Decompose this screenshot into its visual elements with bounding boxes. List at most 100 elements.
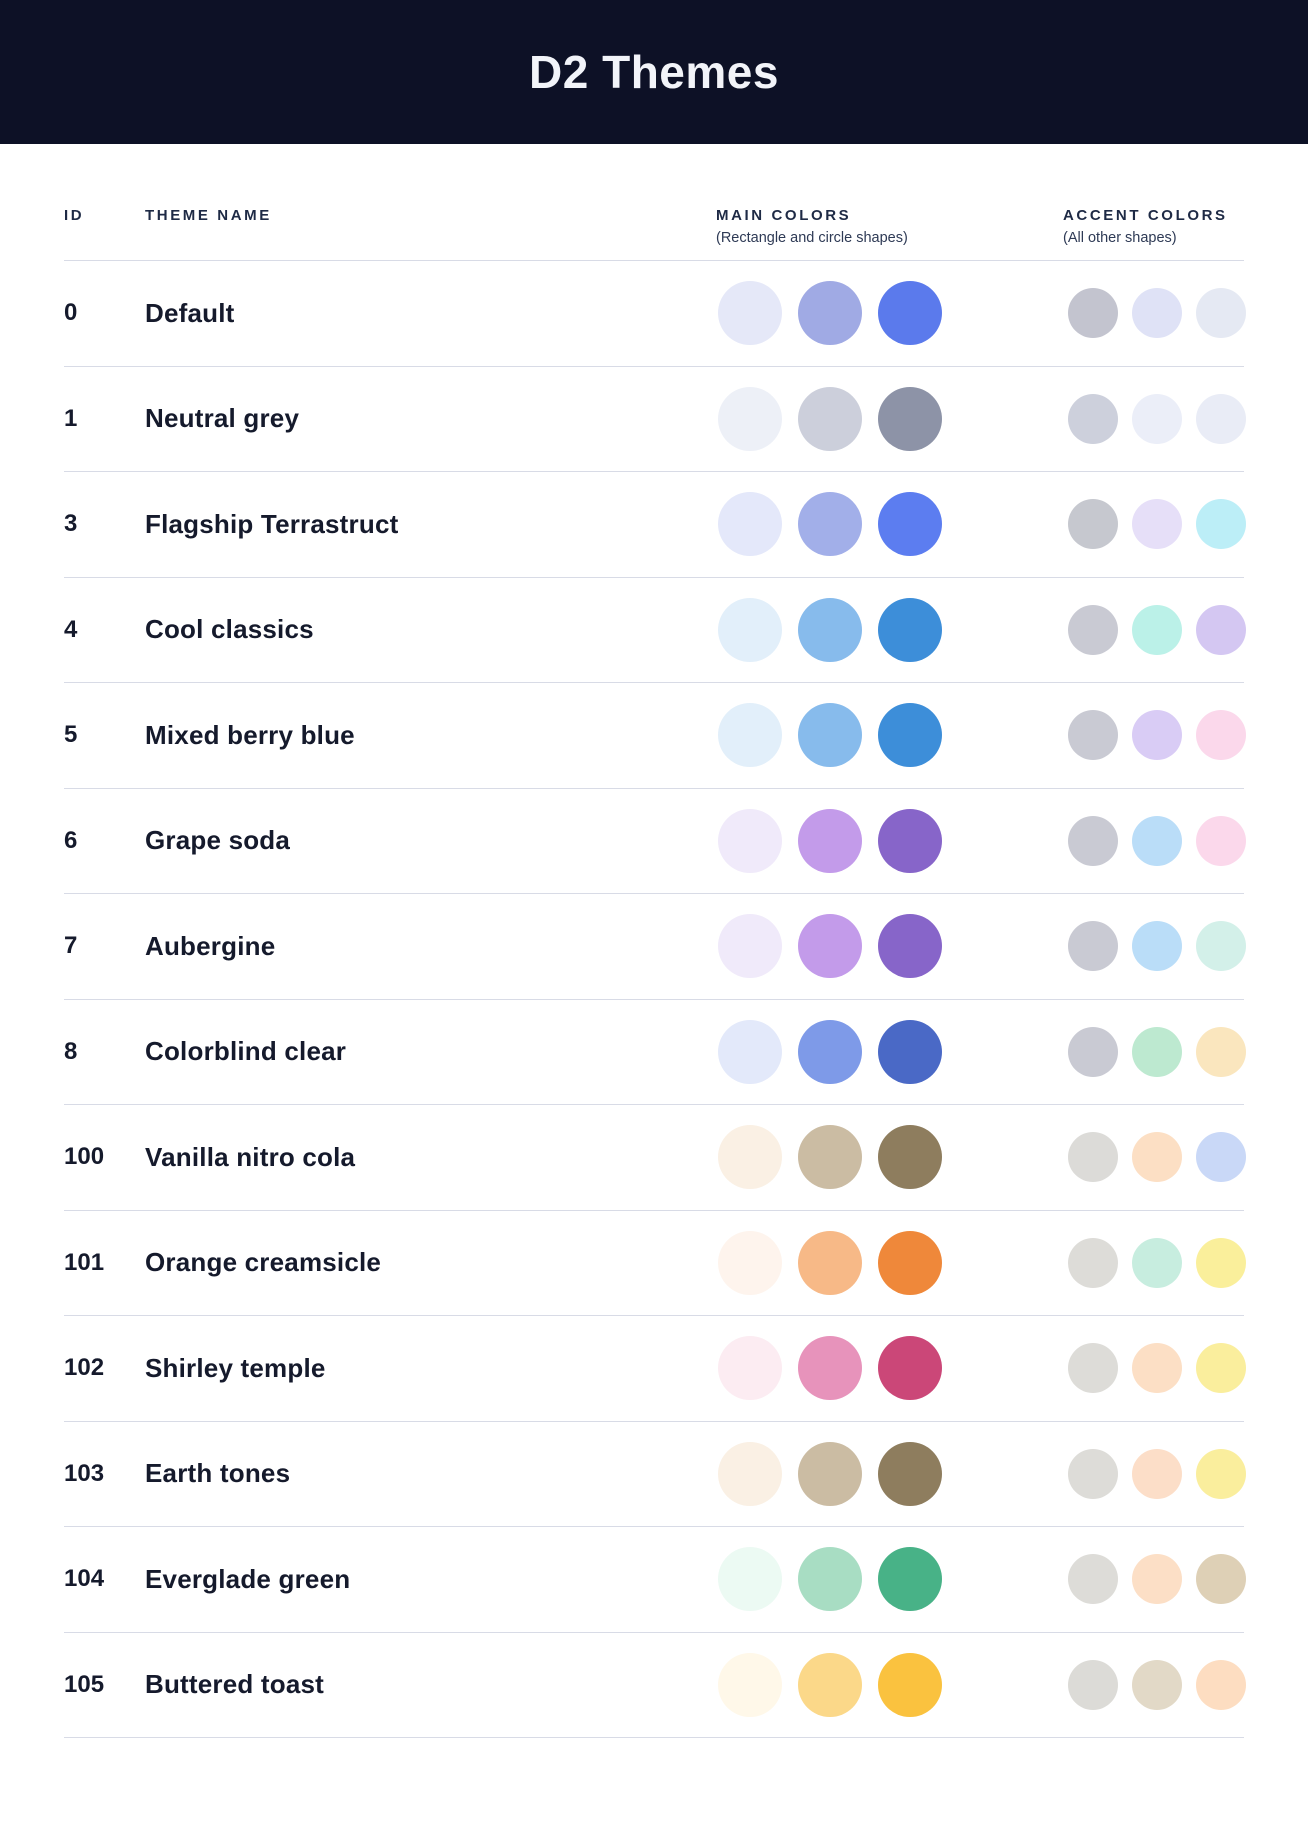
column-header-theme-name: THEME NAME: [145, 206, 716, 225]
theme-id: 102: [64, 1354, 105, 1382]
theme-name: Shirley temple: [145, 1352, 326, 1383]
main-color-swatch-3: [878, 1441, 942, 1506]
theme-id: 104: [64, 1565, 105, 1593]
accent-color-swatch-1: [1068, 1237, 1118, 1288]
table-header-row: ID THEME NAME MAIN COLORS (Rectangle and…: [64, 144, 1244, 261]
main-color-swatch-3: [878, 492, 942, 557]
accent-color-swatch-3: [1196, 815, 1246, 866]
main-color-swatch-3: [878, 703, 942, 768]
theme-name: Everglade green: [145, 1563, 351, 1594]
main-color-swatch-3: [878, 1652, 942, 1717]
main-color-swatch-1: [718, 808, 782, 873]
main-swatches: [716, 914, 1063, 979]
main-swatches: [716, 492, 1063, 557]
main-color-swatch-1: [718, 703, 782, 768]
column-header-id-label: ID: [64, 207, 85, 224]
main-color-swatch-3: [878, 1019, 942, 1084]
accent-swatches: [1063, 710, 1246, 761]
main-color-swatch-3: [878, 1547, 942, 1612]
theme-row: 6 Grape soda: [64, 789, 1246, 894]
main-swatches: [716, 386, 1063, 451]
column-header-accent-colors-label: ACCENT COLORS: [1063, 207, 1228, 224]
main-color-swatch-1: [718, 1336, 782, 1401]
theme-id: 100: [64, 1143, 105, 1171]
main-color-swatch-1: [718, 492, 782, 557]
theme-name: Orange creamsicle: [145, 1247, 382, 1278]
theme-row: 105 Buttered toast: [64, 1633, 1246, 1738]
main-color-swatch-2: [798, 281, 862, 346]
main-color-swatch-2: [798, 914, 862, 979]
accent-color-swatch-2: [1132, 1132, 1182, 1183]
accent-color-swatch-3: [1196, 393, 1246, 444]
column-header-theme-name-label: THEME NAME: [145, 207, 272, 224]
theme-name: Vanilla nitro cola: [145, 1141, 356, 1172]
main-color-swatch-1: [718, 1125, 782, 1190]
main-color-swatch-1: [718, 1019, 782, 1084]
accent-swatches: [1063, 1026, 1246, 1077]
theme-name: Buttered toast: [145, 1669, 325, 1700]
accent-color-swatch-3: [1196, 604, 1246, 655]
accent-swatches: [1063, 393, 1246, 444]
main-color-swatch-2: [798, 1547, 862, 1612]
accent-color-swatch-2: [1132, 921, 1182, 972]
accent-swatches: [1063, 499, 1246, 550]
accent-color-swatch-1: [1068, 1554, 1118, 1605]
accent-swatches: [1063, 815, 1246, 866]
column-header-accent-colors: ACCENT COLORS (All other shapes): [1063, 206, 1244, 247]
theme-id: 3: [64, 510, 78, 538]
theme-name: Earth tones: [145, 1458, 291, 1489]
theme-id: 5: [64, 721, 78, 749]
accent-color-swatch-1: [1068, 288, 1118, 339]
accent-color-swatch-1: [1068, 921, 1118, 972]
main-swatches: [716, 808, 1063, 873]
theme-row: 100 Vanilla nitro cola: [64, 1105, 1246, 1211]
theme-row: 103 Earth tones: [64, 1422, 1246, 1527]
accent-color-swatch-2: [1132, 604, 1182, 655]
main-color-swatch-1: [718, 1652, 782, 1717]
main-color-swatch-1: [718, 386, 782, 451]
theme-name: Neutral grey: [145, 403, 300, 434]
accent-color-swatch-3: [1196, 1554, 1246, 1605]
main-color-swatch-2: [798, 386, 862, 451]
accent-color-swatch-3: [1196, 499, 1246, 550]
theme-id: 101: [64, 1248, 105, 1276]
theme-name: Grape soda: [145, 825, 291, 856]
theme-id: 6: [64, 826, 78, 854]
accent-color-swatch-1: [1068, 815, 1118, 866]
theme-name: Aubergine: [145, 930, 276, 961]
column-header-main-colors-label: MAIN COLORS: [716, 207, 852, 224]
accent-color-swatch-2: [1132, 1448, 1182, 1499]
accent-swatches: [1063, 1659, 1246, 1710]
accent-color-swatch-2: [1132, 499, 1182, 550]
accent-color-swatch-3: [1196, 288, 1246, 339]
accent-color-swatch-3: [1196, 921, 1246, 972]
main-color-swatch-2: [798, 1336, 862, 1401]
theme-id: 1: [64, 404, 78, 432]
main-color-swatch-2: [798, 492, 862, 557]
main-color-swatch-1: [718, 914, 782, 979]
main-swatches: [716, 1230, 1063, 1295]
theme-row: 5 Mixed berry blue: [64, 683, 1246, 789]
theme-name: Flagship Terrastruct: [145, 508, 399, 539]
main-color-swatch-1: [718, 1230, 782, 1295]
column-header-main-colors: MAIN COLORS (Rectangle and circle shapes…: [716, 206, 1063, 247]
main-color-swatch-3: [878, 914, 942, 979]
theme-row: 7 Aubergine: [64, 894, 1246, 1000]
main-color-swatch-3: [878, 1230, 942, 1295]
accent-color-swatch-1: [1068, 1026, 1118, 1077]
column-header-main-colors-subtitle: (Rectangle and circle shapes): [716, 230, 908, 246]
main-color-swatch-1: [718, 281, 782, 346]
accent-color-swatch-1: [1068, 1343, 1118, 1394]
accent-color-swatch-1: [1068, 710, 1118, 761]
accent-swatches: [1063, 288, 1246, 339]
main-swatches: [716, 1019, 1063, 1084]
main-swatches: [716, 281, 1063, 346]
theme-name: Cool classics: [145, 614, 314, 645]
theme-row: 101 Orange creamsicle: [64, 1211, 1246, 1316]
main-color-swatch-2: [798, 1652, 862, 1717]
table-body: 0 Default 1 Neutral grey 3 Flagship Terrastru…: [64, 261, 1246, 1738]
accent-color-swatch-3: [1196, 1448, 1246, 1499]
main-color-swatch-3: [878, 386, 942, 451]
main-color-swatch-2: [798, 703, 862, 768]
column-header-accent-colors-subtitle: (All other shapes): [1063, 230, 1177, 246]
